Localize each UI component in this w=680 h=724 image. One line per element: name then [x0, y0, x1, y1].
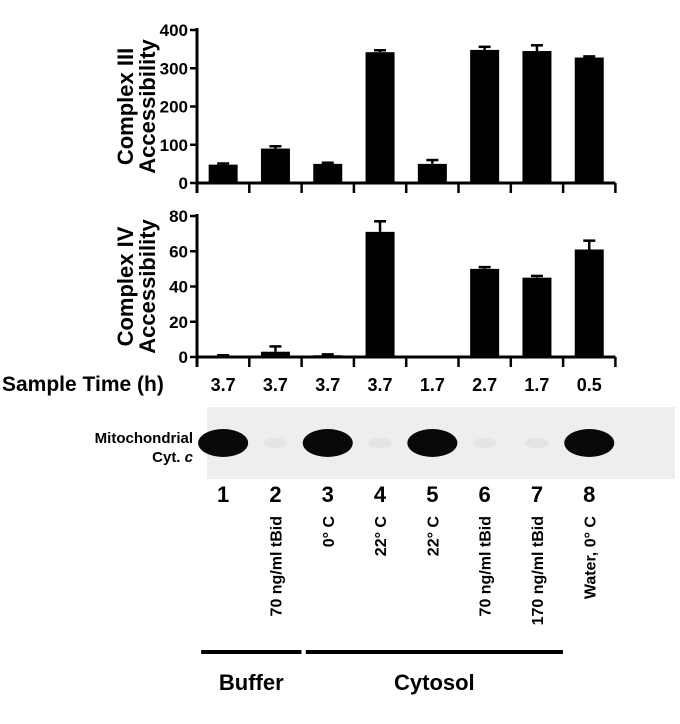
- blot-band-faint: [524, 438, 549, 448]
- lane-conditions: 70 ng/ml tBid 0° C 22° C 22° C 70 ng/ml tBid…: [268, 516, 599, 626]
- lane-condition: 170 ng/ml tBid: [530, 516, 547, 625]
- blot-band: [302, 429, 353, 457]
- lane-number: 1: [217, 482, 229, 507]
- sample-time-value: 3.7: [263, 375, 288, 395]
- sample-time-value: 3.7: [211, 375, 236, 395]
- blot-label-line2: Cyt. c: [152, 449, 194, 466]
- bar: [365, 231, 395, 357]
- blot-band: [407, 429, 458, 457]
- y-axis-label-line: Accessibility: [135, 38, 160, 173]
- y-tick-label: 20: [169, 313, 188, 332]
- lane-number: 6: [479, 482, 491, 507]
- lane-numbers: 1 2 3 4 5 6 7 8: [217, 482, 595, 507]
- y-axis-label-line: Complex III: [113, 48, 138, 165]
- y-tick-label: 0: [179, 174, 188, 193]
- y-axis-label: Complex IIIAccessibility: [113, 38, 160, 173]
- y-tick-label: 0: [179, 348, 188, 367]
- y-tick-label: 80: [169, 207, 188, 226]
- lane-condition: 70 ng/ml tBid: [268, 516, 285, 616]
- bar: [313, 163, 343, 183]
- lane-number: 7: [531, 482, 543, 507]
- bar: [208, 164, 238, 183]
- group-labels: Buffer Cytosol: [201, 650, 563, 695]
- y-axis-label-line: Accessibility: [135, 218, 160, 353]
- lane-condition: Water, 0° C: [582, 516, 599, 600]
- blot-label-italic: c: [185, 449, 194, 466]
- lane-condition: 0° C: [321, 516, 338, 548]
- bar: [365, 52, 395, 184]
- complex-iv-chart: 0 20 40 60 80 Complex IVAccessibility: [113, 207, 617, 367]
- bar: [574, 57, 604, 183]
- y-tick-label: 60: [169, 242, 188, 261]
- blot-band-faint: [368, 438, 393, 448]
- blot-label-text: Cyt.: [152, 449, 185, 466]
- lane-condition: 22° C: [425, 516, 442, 557]
- blot-band: [564, 429, 615, 457]
- y-tick-label: 40: [169, 278, 188, 297]
- bar: [574, 249, 604, 357]
- y-axis-label-line: Complex IV: [113, 226, 138, 346]
- bar: [470, 49, 500, 183]
- bar: [470, 268, 500, 357]
- bar: [313, 355, 343, 357]
- y-tick-label: 200: [160, 98, 188, 117]
- group-label: Cytosol: [394, 670, 475, 695]
- blot-band-faint: [472, 438, 497, 448]
- lane-condition: 22° C: [373, 516, 390, 557]
- lane-number: 4: [374, 482, 387, 507]
- bar: [522, 51, 552, 183]
- sample-time-values: 3.7 3.7 3.7 3.7 1.7 2.7 1.7 0.5: [211, 375, 602, 395]
- lane-number: 5: [426, 482, 438, 507]
- sample-time-value: 3.7: [368, 375, 393, 395]
- bar: [260, 148, 290, 183]
- lane-condition: 70 ng/ml tBid: [478, 516, 495, 616]
- sample-time-value: 0.5: [577, 375, 602, 395]
- bar: [260, 351, 290, 357]
- western-blot: [198, 407, 675, 479]
- lane-number: 8: [583, 482, 595, 507]
- sample-time-value: 3.7: [315, 375, 340, 395]
- sample-time-label: Sample Time (h): [2, 373, 164, 396]
- sample-time-value: 2.7: [472, 375, 497, 395]
- sample-time-value: 1.7: [524, 375, 549, 395]
- y-tick-label: 400: [160, 21, 188, 40]
- y-tick-label: 300: [160, 59, 188, 78]
- y-axis-label: Complex IVAccessibility: [113, 218, 160, 353]
- sample-time-value: 1.7: [420, 375, 445, 395]
- bar: [522, 277, 552, 357]
- bar: [417, 355, 447, 357]
- blot-band-faint: [263, 438, 288, 448]
- blot-label-line1: Mitochondrial: [95, 430, 193, 447]
- bar: [417, 163, 447, 183]
- y-tick-label: 100: [160, 136, 188, 155]
- lane-number: 2: [269, 482, 281, 507]
- group-label: Buffer: [219, 670, 284, 695]
- lane-number: 3: [322, 482, 334, 507]
- blot-band: [198, 429, 249, 457]
